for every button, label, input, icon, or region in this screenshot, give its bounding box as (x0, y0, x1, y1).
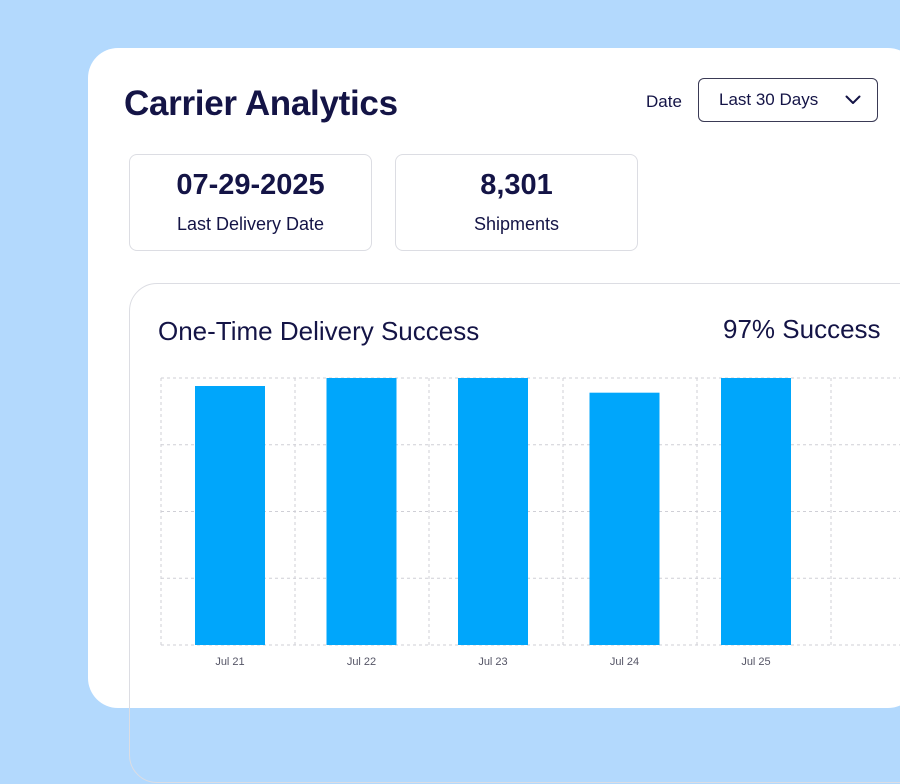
bar (721, 378, 791, 645)
date-filter-label: Date (646, 92, 682, 111)
stat-value: 8,301 (480, 169, 553, 201)
analytics-panel: Carrier Analytics Date Last 30 Days 07-2… (88, 48, 900, 783)
x-tick-label: Jul 21 (215, 656, 244, 668)
delivery-success-chart-card: One-Time Delivery Success 97% Success Ju… (129, 283, 900, 783)
stat-card-last-delivery: 07-29-2025 Last Delivery Date (129, 154, 372, 251)
date-range-select[interactable]: Last 30 Days (698, 78, 878, 122)
success-summary: 97% Success (723, 314, 881, 344)
bar (458, 378, 528, 645)
stat-value: 07-29-2025 (176, 169, 325, 201)
chart-title: One-Time Delivery Success (158, 316, 480, 346)
x-tick-label: Jul 24 (610, 656, 639, 668)
stat-card-shipments: 8,301 Shipments (395, 154, 638, 251)
x-tick-label: Jul 22 (347, 656, 376, 668)
stat-label: Last Delivery Date (176, 214, 325, 234)
stat-label: Shipments (473, 214, 560, 234)
page-title: Carrier Analytics (124, 84, 398, 123)
bar (195, 386, 265, 645)
bar (326, 378, 397, 645)
chevron-down-icon (845, 95, 861, 105)
bar (589, 392, 660, 645)
bar-chart: Jul 21 Jul 22 Jul 23 Jul 24 Jul 25 (160, 377, 900, 668)
x-tick-label: Jul 25 (741, 656, 770, 668)
date-range-value: Last 30 Days (719, 90, 819, 109)
x-tick-label: Jul 23 (478, 656, 507, 668)
